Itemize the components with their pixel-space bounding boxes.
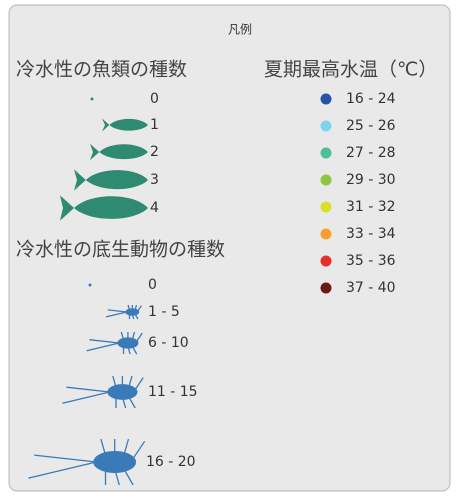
temperature-label: 35 - 36 (346, 253, 396, 269)
fish-label: 3 (150, 172, 159, 188)
temperature-dot (321, 256, 332, 267)
temperature-label: 29 - 30 (346, 172, 396, 188)
benthos-label: 6 - 10 (148, 335, 189, 351)
benthos-label: 16 - 20 (146, 454, 196, 470)
temperature-label: 16 - 24 (346, 91, 396, 107)
benthos-heading: 冷水性の底生動物の種数 (16, 239, 225, 261)
temperature-dot (321, 148, 332, 159)
fish-icon (91, 98, 94, 101)
fish-label: 1 (150, 117, 159, 133)
benthos-label: 11 - 15 (148, 384, 198, 400)
temperature-label: 37 - 40 (346, 280, 396, 296)
legend-title: 凡例 (228, 23, 252, 37)
legend: 凡例 冷水性の魚類の種数 夏期最高水温（℃） 冷水性の底生動物の種数 0 1 2 3 4… (0, 0, 456, 499)
benthos-icon (89, 284, 92, 287)
temperature-label: 31 - 32 (346, 199, 396, 215)
temperature-dot (321, 121, 332, 132)
fish-label: 4 (150, 200, 159, 216)
temperature-label: 33 - 34 (346, 226, 396, 242)
fish-label: 0 (150, 91, 159, 107)
temperature-dot (321, 283, 332, 294)
temperature-dot (321, 202, 332, 213)
fish-heading: 冷水性の魚類の種数 (16, 59, 187, 81)
temperature-heading: 夏期最高水温（℃） (264, 59, 437, 81)
temperature-label: 27 - 28 (346, 145, 396, 161)
benthos-label: 1 - 5 (148, 304, 180, 320)
temperature-dot (321, 175, 332, 186)
temperature-label: 25 - 26 (346, 118, 396, 134)
benthos-label: 0 (148, 277, 157, 293)
fish-label: 2 (150, 144, 159, 160)
temperature-dot (321, 229, 332, 240)
temperature-dot (321, 94, 332, 105)
